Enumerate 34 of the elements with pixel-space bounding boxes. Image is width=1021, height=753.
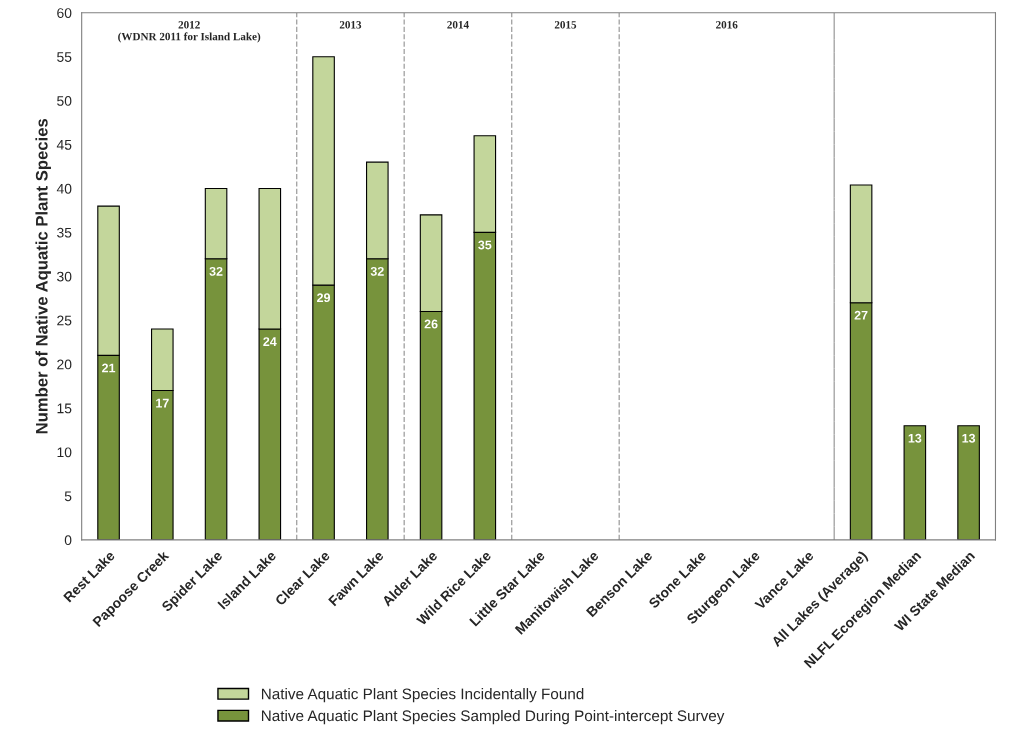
y-tick-label: 60 bbox=[57, 8, 72, 18]
y-tick-label: 25 bbox=[57, 315, 72, 326]
y-tick-label: 35 bbox=[57, 227, 72, 238]
data-label: 24 bbox=[263, 337, 277, 346]
y-tick-label: 55 bbox=[57, 52, 72, 62]
annotation: 2016 bbox=[716, 21, 738, 29]
data-label: 13 bbox=[962, 433, 976, 443]
y-tick-label: 40 bbox=[56, 183, 72, 194]
data-label: 32 bbox=[370, 266, 384, 276]
bar bbox=[957, 425, 980, 540]
data-label: 13 bbox=[908, 433, 922, 443]
annotation: 2015 bbox=[554, 21, 577, 29]
data-label: 29 bbox=[317, 293, 331, 303]
data-label: 27 bbox=[854, 310, 868, 320]
y-tick-label: 5 bbox=[64, 491, 72, 502]
y-tick-label: 20 bbox=[57, 359, 72, 370]
y-tick-label: 15 bbox=[57, 403, 72, 414]
y-tick-label: 10 bbox=[57, 447, 72, 458]
legend-label: Native Aquatic Plant Species Sampled During Point-intercept Survey bbox=[261, 709, 725, 725]
y-tick-label: 30 bbox=[57, 271, 72, 282]
bar bbox=[903, 425, 927, 540]
annotation: 2014 bbox=[447, 21, 469, 29]
y-tick-label: 45 bbox=[56, 140, 72, 150]
data-label: 17 bbox=[156, 398, 169, 408]
data-label: 26 bbox=[424, 319, 438, 329]
annotation: 2013 bbox=[339, 21, 362, 29]
data-label: 35 bbox=[478, 240, 492, 250]
data-label: 32 bbox=[209, 266, 223, 276]
y-axis-title: Number of Native Aquatic Plant Species bbox=[35, 118, 51, 434]
data-label: 21 bbox=[102, 363, 116, 373]
y-tick-label: 0 bbox=[64, 535, 72, 546]
y-tick-label: 50 bbox=[57, 95, 72, 106]
legend-label: Native Aquatic Plant Species Incidentally Found bbox=[261, 688, 584, 703]
annotation: 2012 (WDNR 2011 for Island Lake) bbox=[118, 21, 261, 43]
